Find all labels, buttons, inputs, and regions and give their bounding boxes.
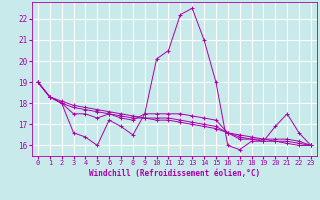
X-axis label: Windchill (Refroidissement éolien,°C): Windchill (Refroidissement éolien,°C) [89, 169, 260, 178]
